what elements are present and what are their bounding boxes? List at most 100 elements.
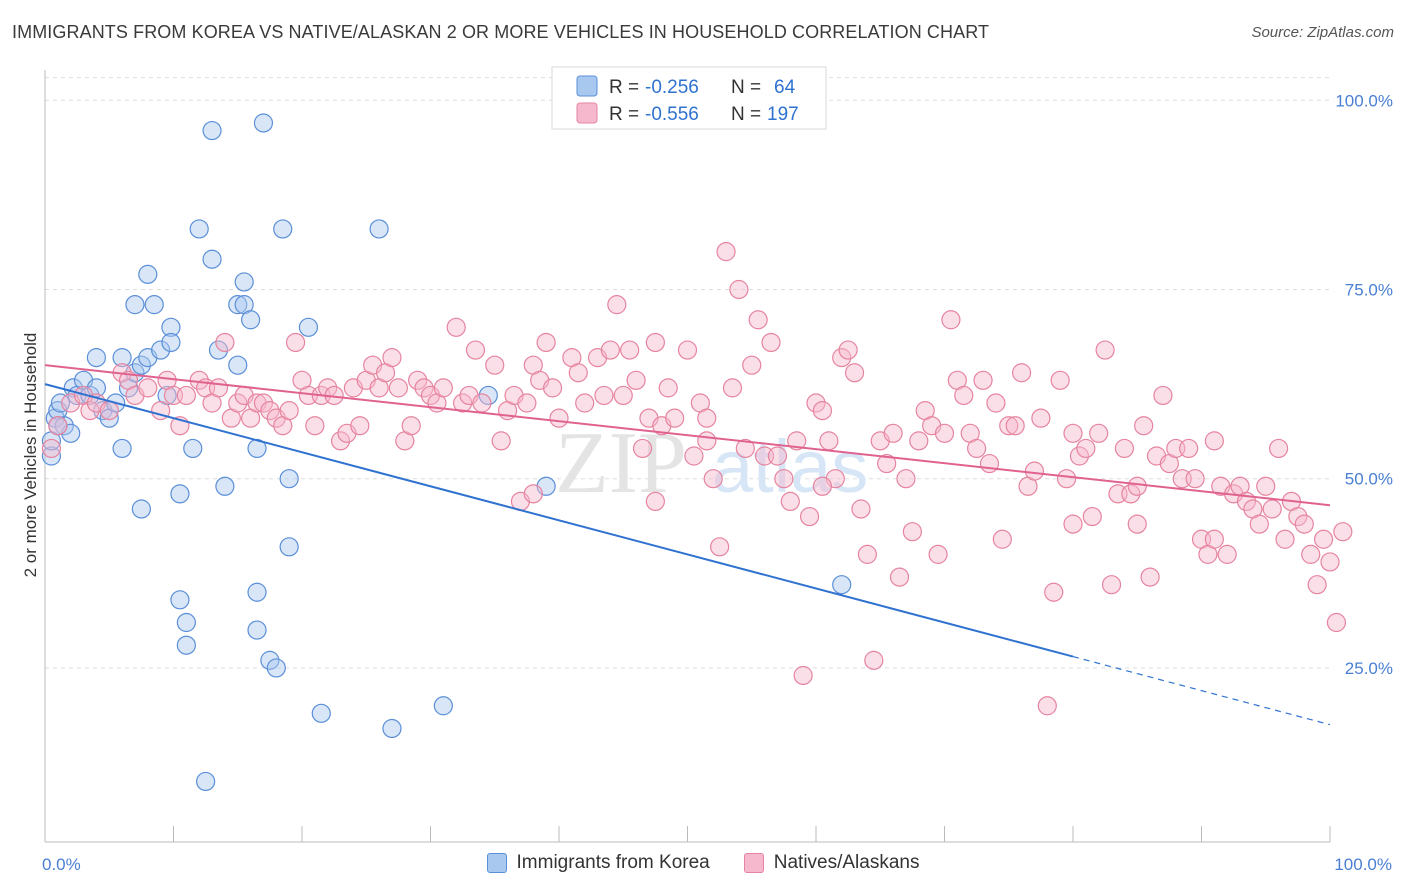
- korea-point-31: [170, 590, 190, 610]
- natives-point-185: [1307, 575, 1327, 595]
- korea-point-62: [832, 575, 852, 595]
- natives-point-138: [1005, 416, 1025, 436]
- natives-point-191: [645, 491, 665, 512]
- natives-point-103: [780, 491, 800, 512]
- korea-point-17: [112, 348, 132, 368]
- natives-point-178: [1262, 499, 1282, 519]
- natives-point-19: [208, 378, 229, 398]
- natives-point-22: [228, 393, 248, 413]
- natives-point-96: [735, 438, 755, 459]
- legend-r-label-1: R =: [609, 104, 639, 125]
- natives-point-135: [986, 393, 1006, 413]
- natives-point-126: [928, 544, 948, 564]
- bottom-legend: Immigrants from Korea Natives/Alaskans: [0, 852, 1406, 874]
- natives-point-115: [857, 544, 878, 564]
- natives-point-143: [1037, 696, 1057, 716]
- natives-point-158: [1134, 416, 1154, 436]
- natives-point-147: [1063, 423, 1083, 443]
- natives-point-188: [1326, 612, 1347, 633]
- natives-point-183: [1294, 514, 1314, 534]
- natives-point-30: [279, 400, 299, 421]
- korea-point-22: [125, 295, 145, 315]
- natives-point-97: [742, 355, 762, 375]
- korea-point-49: [253, 113, 274, 133]
- legend-n-label-0: N =: [731, 77, 761, 98]
- natives-point-184: [1301, 544, 1321, 564]
- natives-point-54: [433, 378, 453, 398]
- natives-point-123: [909, 431, 929, 451]
- korea-point-36: [196, 771, 216, 792]
- korea-point-59: [433, 696, 453, 716]
- korea-point-53: [279, 469, 299, 489]
- natives-point-187: [1320, 552, 1340, 572]
- natives-point-155: [1114, 438, 1135, 459]
- legend-label-korea: Immigrants from Korea: [516, 852, 710, 873]
- korea-point-5: [54, 416, 74, 436]
- watermark-zip: ZIP: [555, 415, 687, 512]
- natives-point-34: [305, 416, 325, 436]
- natives-point-38: [330, 431, 351, 451]
- legend-swatch-korea: [576, 75, 598, 97]
- natives-point-152: [1095, 340, 1115, 360]
- natives-point-56: [453, 393, 473, 413]
- legend-label-natives: Natives/Alaskans: [773, 852, 920, 873]
- natives-point-114: [851, 499, 871, 519]
- natives-point-55: [446, 317, 466, 337]
- natives-point-86: [665, 408, 685, 428]
- korea-trend-extension: [1072, 655, 1331, 726]
- natives-point-101: [767, 446, 788, 466]
- natives-point-146: [1056, 469, 1077, 489]
- natives-point-75: [594, 385, 614, 406]
- korea-point-20: [131, 355, 151, 375]
- natives-point-156: [1121, 484, 1141, 504]
- natives-point-51: [414, 378, 434, 398]
- y-axis-label: 2 or more Vehicles in Household: [21, 333, 40, 578]
- natives-point-137: [999, 416, 1019, 436]
- korea-point-58: [382, 718, 402, 739]
- natives-point-80: [626, 370, 646, 390]
- korea-trend-line: [44, 383, 1074, 658]
- legend-r-value-0: -0.256: [645, 77, 699, 98]
- natives-point-4: [80, 400, 100, 421]
- natives-point-180: [1275, 529, 1295, 549]
- korea-point-40: [215, 476, 235, 496]
- korea-point-0: [41, 446, 62, 466]
- natives-point-79: [620, 340, 640, 360]
- natives-point-68: [536, 332, 556, 353]
- natives-point-58: [465, 340, 486, 360]
- natives-point-161: [1153, 385, 1173, 406]
- natives-point-31: [285, 332, 306, 353]
- natives-point-78: [613, 385, 633, 406]
- natives-point-136: [992, 529, 1012, 549]
- natives-point-88: [684, 446, 704, 466]
- korea-point-30: [170, 484, 190, 504]
- natives-point-144: [1044, 582, 1064, 602]
- natives-point-142: [1031, 408, 1051, 428]
- korea-point-56: [311, 703, 331, 723]
- natives-point-176: [1249, 514, 1269, 534]
- natives-point-100: [761, 332, 781, 353]
- y-tick-label-3: 100.0%: [1335, 91, 1393, 110]
- korea-point-50: [260, 650, 280, 670]
- natives-point-150: [1082, 506, 1102, 527]
- natives-point-95: [729, 279, 749, 300]
- natives-point-65: [517, 393, 537, 413]
- legend-n-label-1: N =: [731, 104, 761, 125]
- legend-r-label-0: R =: [609, 77, 639, 98]
- natives-point-159: [1140, 567, 1160, 587]
- natives-point-134: [979, 453, 1000, 474]
- korea-point-44: [234, 272, 254, 292]
- korea-point-26: [131, 499, 151, 519]
- natives-point-153: [1101, 575, 1122, 595]
- natives-point-148: [1069, 446, 1090, 466]
- natives-point-189: [1333, 522, 1353, 542]
- natives-point-50: [408, 370, 428, 390]
- legend-item-natives: Natives/Alaskans: [743, 852, 920, 874]
- natives-point-139: [1011, 363, 1032, 383]
- legend-n-value-0: 64: [774, 77, 796, 98]
- natives-point-94: [722, 378, 743, 398]
- korea-point-33: [176, 635, 196, 655]
- series-natives-points: [41, 242, 1353, 716]
- natives-point-69: [542, 378, 563, 398]
- korea-point-32: [176, 612, 196, 633]
